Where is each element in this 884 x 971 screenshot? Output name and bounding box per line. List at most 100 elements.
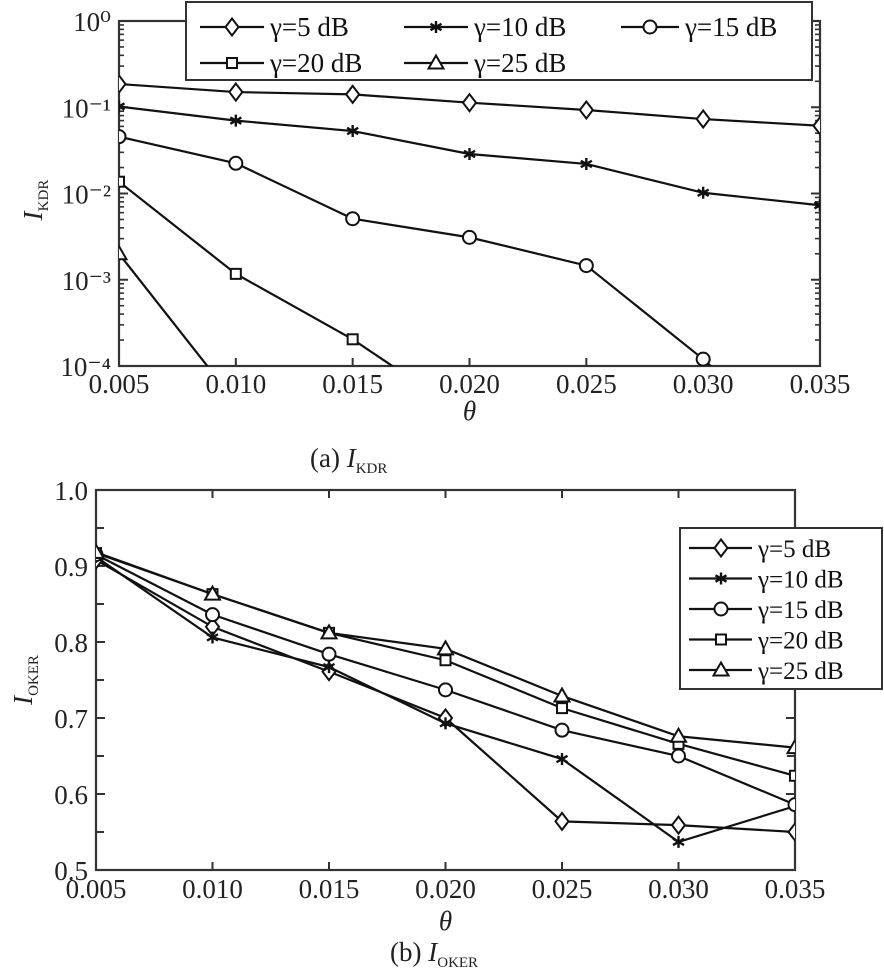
- x-tick-label: 0.010: [182, 874, 243, 904]
- legend-marker-asterisk: [429, 21, 443, 33]
- chart-a: 0.005 0.010 0.015 0.020 0.025 0.030 0.035 10⁰ 10…: [18, 1, 851, 477]
- data-point-circle: [671, 748, 686, 764]
- legend-marker-circle: [642, 19, 658, 35]
- x-axis-label: θ: [439, 906, 452, 936]
- legend-marker-triangle: [711, 660, 731, 677]
- series-line-square: [119, 180, 395, 366]
- data-point-triangle: [96, 542, 106, 559]
- legend: γ=5 dB γ=10 dB γ=15 dB γ=20 dB γ=25 dB: [185, 1, 813, 81]
- series-group: [119, 73, 827, 472]
- x-tick-label: 0.035: [765, 874, 826, 904]
- data-point-square: [346, 333, 359, 346]
- x-tick-label: 0.030: [648, 874, 709, 904]
- data-point-asterisk: [463, 148, 476, 161]
- data-point-square: [229, 267, 242, 280]
- y-axis-label-main: I: [8, 694, 38, 706]
- y-tick-label: 10⁻⁴: [60, 352, 111, 382]
- data-point-asterisk: [672, 835, 685, 848]
- y-axis-label-sub: KDR: [36, 180, 52, 212]
- chart-caption: (b) IOKER: [390, 937, 478, 971]
- y-axis-label-sub: OKER: [26, 655, 42, 696]
- legend-label: γ=20 dB: [757, 628, 844, 655]
- y-tick-label: 10⁻²: [62, 180, 111, 210]
- legend-label: γ=10 dB: [473, 12, 566, 42]
- legend-box: [185, 1, 813, 81]
- data-point-diamond: [554, 811, 570, 832]
- data-point-diamond: [344, 84, 361, 105]
- y-tick-label: 10⁻¹: [62, 93, 111, 123]
- x-tick-label: 0.005: [89, 369, 150, 399]
- data-point-asterisk: [555, 753, 569, 766]
- data-point-circle: [814, 459, 827, 472]
- legend-marker-diamond: [224, 16, 240, 38]
- data-point-asterisk: [813, 199, 820, 212]
- caption-symbol: I: [346, 443, 358, 473]
- data-point-diamond: [812, 115, 820, 136]
- x-tick-label: 0.015: [299, 874, 360, 904]
- data-point-diamond: [461, 92, 478, 113]
- chart-b: 0.005 0.010 0.015 0.020 0.025 0.030 0.035 1.0 0.…: [8, 476, 883, 971]
- legend-label: γ=25 dB: [757, 658, 844, 685]
- data-point-triangle: [119, 244, 129, 261]
- y-tick-label: 0.6: [54, 780, 88, 810]
- data-point-asterisk: [697, 186, 710, 199]
- data-point-circle: [695, 351, 711, 366]
- data-point-asterisk: [346, 125, 359, 138]
- data-point-circle: [228, 155, 244, 171]
- y-tick-label: 0.8: [54, 628, 88, 658]
- legend: γ=5 dB γ=10 dB γ=15 dB γ=20 dB γ=25 dB: [679, 527, 883, 690]
- data-point-square: [439, 654, 452, 667]
- data-point-diamond: [695, 108, 711, 130]
- caption-subscript: OKER: [437, 955, 478, 971]
- x-tick-label: 0.010: [205, 369, 266, 399]
- data-point-triangle: [669, 726, 688, 743]
- data-point-asterisk: [580, 157, 593, 170]
- data-point-triangle: [319, 623, 339, 640]
- legend-marker-square: [715, 633, 727, 646]
- data-point-asterisk: [119, 100, 126, 113]
- legend-label: γ=15 dB: [757, 597, 844, 624]
- x-tick-label: 0.030: [673, 369, 734, 399]
- series-line-triangle: [119, 253, 209, 366]
- data-point-circle: [787, 797, 795, 813]
- legend-marker-square: [226, 57, 238, 69]
- x-tick-label: 0.015: [322, 369, 383, 399]
- legend-label: γ=10 dB: [757, 567, 844, 594]
- data-point-triangle: [785, 738, 795, 755]
- data-point-diamond: [578, 99, 595, 121]
- y-tick-label: 10⁻³: [62, 266, 111, 296]
- data-point-diamond: [787, 821, 795, 843]
- legend-label: γ=15 dB: [684, 12, 777, 42]
- data-point-circle: [554, 722, 570, 738]
- caption-subscript: KDR: [356, 461, 388, 477]
- legend-label: γ=20 dB: [269, 48, 362, 78]
- legend-marker-circle: [713, 601, 729, 617]
- data-point-circle: [438, 682, 453, 698]
- y-tick-label: 10⁰: [73, 7, 111, 37]
- x-tick-label: 0.025: [532, 874, 593, 904]
- y-tick-label: 0.7: [54, 704, 88, 734]
- x-tick-label: 0.020: [439, 369, 500, 399]
- data-point-square: [556, 702, 568, 715]
- caption-prefix: (a): [310, 443, 347, 473]
- data-point-asterisk: [229, 114, 242, 127]
- data-point-circle: [119, 129, 127, 145]
- series-group: [96, 542, 795, 848]
- data-point-square: [119, 175, 125, 188]
- x-tick-label: 0.020: [415, 874, 476, 904]
- y-axis-label: IKDR: [18, 180, 52, 222]
- caption-prefix: (b): [390, 937, 428, 967]
- data-point-diamond: [228, 81, 244, 103]
- caption-symbol: I: [427, 937, 439, 967]
- data-point-asterisk: [439, 717, 452, 730]
- data-point-asterisk: [206, 631, 219, 644]
- y-tick-label: 1.0: [54, 476, 88, 506]
- legend-label: γ=5 dB: [269, 12, 349, 42]
- x-tick-label: 0.035: [790, 369, 851, 399]
- data-point-diamond: [119, 73, 127, 95]
- x-axis-label: θ: [463, 396, 476, 426]
- legend-label: γ=25 dB: [473, 48, 566, 78]
- data-point-asterisk: [322, 661, 336, 674]
- legend-label: γ=5 dB: [757, 536, 831, 563]
